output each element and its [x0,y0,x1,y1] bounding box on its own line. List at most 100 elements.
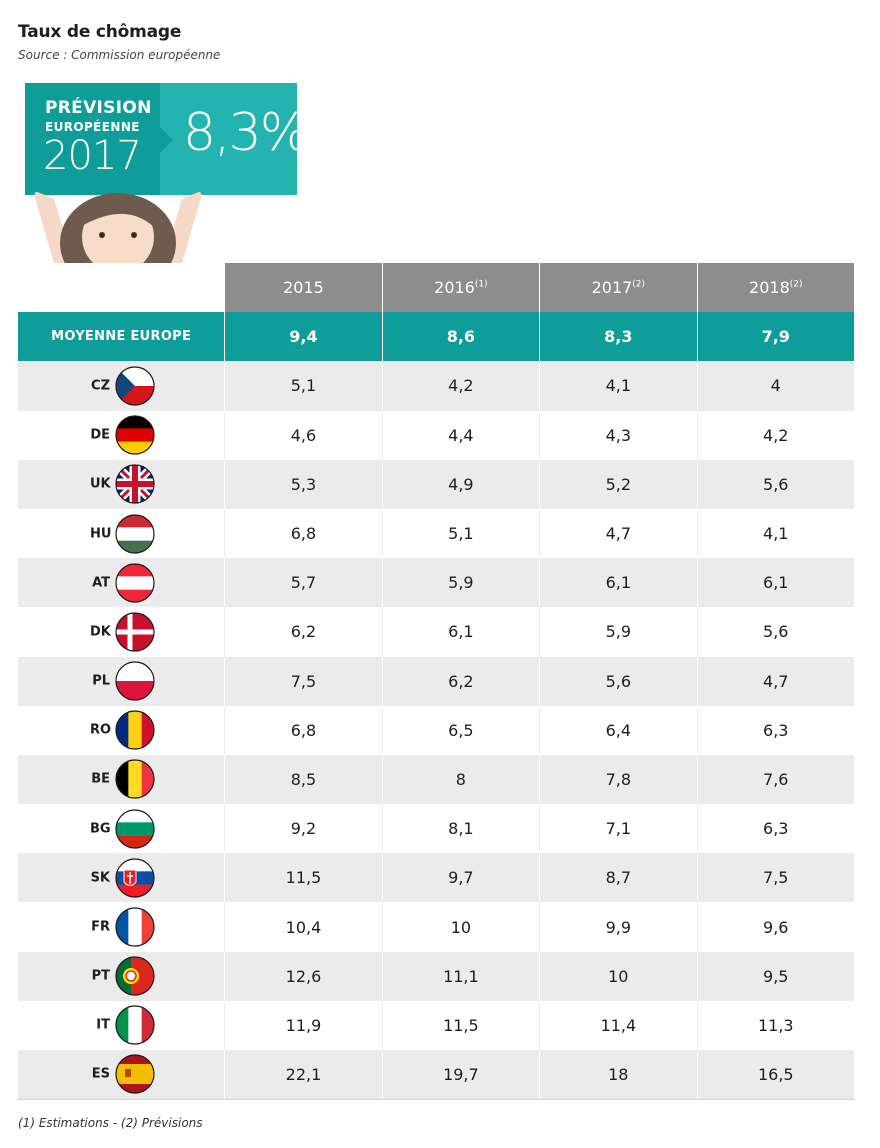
country-code: SK [90,870,110,886]
country-cell: CZ [18,361,225,411]
table-row: FR 10,4 10 9,9 9,6 [18,902,854,952]
value-cell: 8 [381,754,540,805]
country-cell: BG [18,804,225,854]
country-code: DE [90,427,110,443]
value-cell: 4,7 [696,656,854,706]
country-cell: SK [18,853,225,903]
country-cell: RO [18,705,225,755]
slovakia-flag-icon [115,858,155,898]
value-cell: 5,9 [381,558,540,608]
value-cell: 5,9 [539,607,698,657]
country-cell: BE [18,754,225,805]
table-row: AT 5,7 5,9 6,1 6,1 [18,558,854,608]
country-cell: HU [18,508,225,559]
value-cell: 9,2 [224,804,383,854]
spain-flag-icon [115,1054,155,1094]
value-cell: 4,1 [696,508,854,559]
average-label: MOYENNE EUROPE [18,312,225,362]
value-cell: 6,3 [696,804,854,854]
value-cell: 11,3 [696,1000,854,1050]
country-code: PT [91,968,110,984]
table-row: SK 11,5 9,7 8,7 7,5 [18,853,854,903]
value-cell: 5,6 [696,607,854,657]
value-cell: 10 [381,902,540,952]
table-row: HU 6,8 5,1 4,7 4,1 [18,508,854,559]
value-cell: 7,5 [696,853,854,903]
country-code: RO [90,722,112,738]
value-cell: 6,1 [539,558,698,608]
portugal-flag-icon [115,956,155,996]
value-cell: 6,2 [381,656,540,706]
value-cell: 6,5 [381,705,540,755]
value-cell: 4,4 [381,410,540,460]
country-code: CZ [91,378,110,394]
value-cell: 8,7 [539,853,698,903]
chart-source: Source : Commission européenne [18,48,221,62]
country-code: ES [91,1066,110,1082]
romania-flag-icon [115,710,155,750]
country-cell: UK [18,459,225,509]
value-cell: 6,1 [696,558,854,608]
table-row: IT 11,9 11,5 11,4 11,3 [18,1000,854,1050]
value-cell: 5,6 [539,656,698,706]
footnote: (1) Estimations - (2) Prévisions [18,1116,203,1130]
average-value: 9,4 [224,312,383,362]
value-cell: 9,9 [539,902,698,952]
value-cell: 19,7 [381,1050,540,1100]
country-code: UK [90,476,111,492]
value-cell: 9,7 [381,853,540,903]
forecast-label-line1: PRÉVISION [45,98,152,118]
value-cell: 10,4 [224,902,383,952]
value-cell: 4 [696,361,854,411]
value-cell: 4,2 [381,361,540,411]
value-cell: 11,5 [381,1000,540,1050]
value-cell: 9,6 [696,902,854,952]
value-cell: 5,6 [696,459,854,509]
country-code: AT [92,575,110,591]
value-cell: 4,6 [224,410,383,460]
france-flag-icon [115,907,155,947]
country-cell: FR [18,902,225,952]
value-cell: 5,7 [224,558,383,608]
value-cell: 4,7 [539,508,698,559]
value-cell: 4,1 [539,361,698,411]
table-row: ES 22,1 19,7 18 16,5 [18,1050,854,1100]
value-cell: 6,2 [224,607,383,657]
value-cell: 6,4 [539,705,698,755]
country-code: PL [92,673,110,689]
table-row: DE 4,6 4,4 4,3 4,2 [18,410,854,460]
value-cell: 11,5 [224,853,383,903]
value-cell: 11,9 [224,1000,383,1050]
table-row: BG 9,2 8,1 7,1 6,3 [18,804,854,854]
column-header-2015: 2015 [224,263,383,313]
country-code: IT [96,1017,110,1033]
forecast-value: 8,3% [183,103,309,163]
header-row: 2015 2016(1) 2017(2) 2018(2) [18,263,854,313]
table-row: BE 8,5 8 7,8 7,6 [18,754,854,805]
value-cell: 5,1 [381,508,540,559]
value-cell: 12,6 [224,951,383,1001]
value-cell: 6,1 [381,607,540,657]
value-cell: 22,1 [224,1050,383,1100]
value-cell: 5,3 [224,459,383,509]
value-cell: 6,3 [696,705,854,755]
czech-flag-icon [115,366,155,406]
forecast-year: 2017 [43,133,142,179]
value-cell: 8,1 [381,804,540,854]
value-cell: 4,9 [381,459,540,509]
value-cell: 11,1 [381,951,540,1001]
value-cell: 7,5 [224,656,383,706]
value-cell: 16,5 [696,1050,854,1100]
unemployment-table: 2015 2016(1) 2017(2) 2018(2) MOYENNE EUR… [18,263,854,1100]
column-header-2018: 2018(2) [696,263,854,313]
poland-flag-icon [115,661,155,701]
country-cell: DE [18,410,225,460]
value-cell: 8,5 [224,754,383,805]
country-cell: DK [18,607,225,657]
country-cell: IT [18,1000,225,1050]
table-row: CZ 5,1 4,2 4,1 4 [18,361,854,411]
denmark-flag-icon [115,612,155,652]
value-cell: 10 [539,951,698,1001]
value-cell: 7,8 [539,754,698,805]
value-cell: 7,1 [539,804,698,854]
